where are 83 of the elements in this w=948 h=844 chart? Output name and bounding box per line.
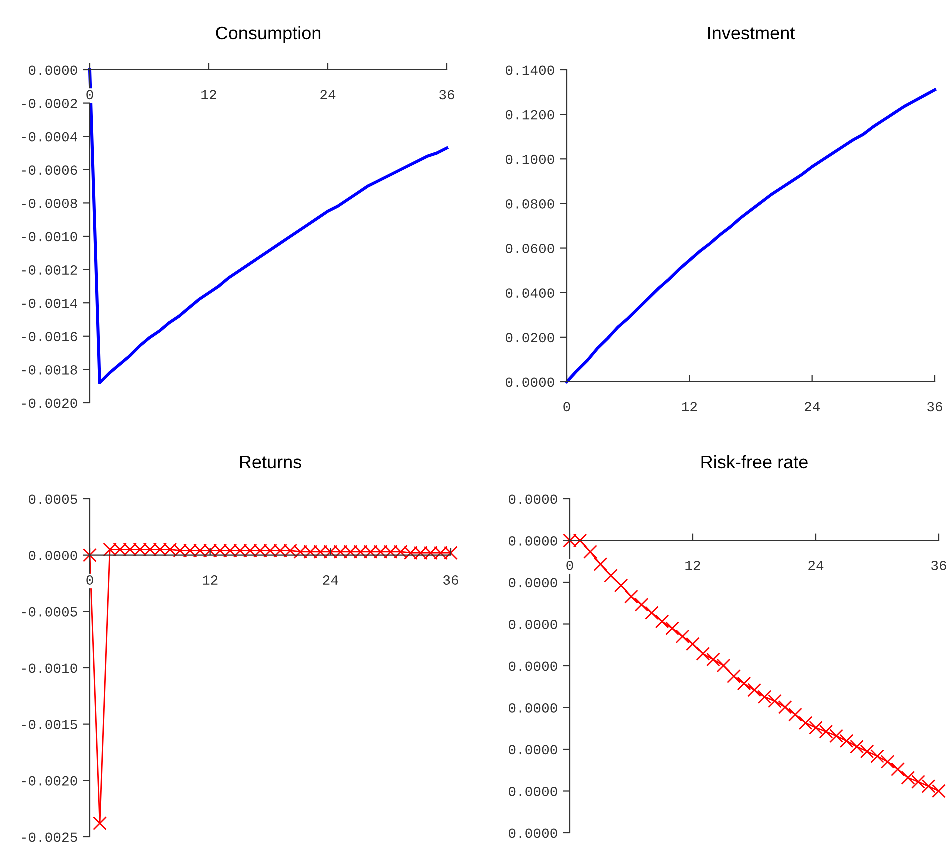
- chart-title: Risk-free rate: [702, 455, 808, 469]
- point: [93, 816, 107, 830]
- y-tick-label: -0.0025: [22, 832, 78, 842]
- x-tick-label: 0: [86, 576, 94, 585]
- y-tick-label: 0.0000: [29, 66, 78, 76]
- point: [676, 630, 690, 644]
- y-tick-label: 0.0005: [29, 494, 78, 504]
- point: [901, 771, 916, 785]
- y-tick-label: -0.0012: [22, 266, 78, 275]
- point: [819, 724, 834, 739]
- y-tick-label: -0.0010: [22, 664, 78, 674]
- y-tick-label: 0.0000: [506, 378, 554, 388]
- point: [686, 637, 700, 652]
- point: [737, 676, 752, 691]
- point: [922, 780, 936, 794]
- y-tick-label: -0.0014: [22, 298, 78, 308]
- x-tick-label: 24: [320, 90, 336, 100]
- chart-title: Returns: [240, 456, 302, 469]
- point: [696, 647, 710, 661]
- y-tick-label: 0.0400: [506, 288, 554, 298]
- point: [870, 749, 884, 764]
- y-tick-label: 0.1400: [506, 66, 554, 76]
- point: [932, 784, 946, 798]
- point: [850, 740, 864, 754]
- point: [748, 683, 762, 698]
- point: [809, 720, 823, 735]
- x-tick-label: 36: [440, 90, 454, 100]
- x-tick-label: 24: [804, 402, 820, 412]
- point: [860, 744, 874, 759]
- point: [716, 658, 731, 673]
- point: [666, 622, 680, 636]
- point: [768, 694, 782, 708]
- x-tick-label: 36: [932, 560, 946, 570]
- y-tick-label: -0.0006: [22, 166, 78, 176]
- point: [830, 729, 844, 744]
- x-tick-label: 12: [202, 90, 216, 100]
- chart-title: Investment: [708, 27, 796, 40]
- y-tick-label: 0.0000: [29, 551, 78, 561]
- y-tick-label: 0.1200: [506, 110, 554, 120]
- y-tick-label: -0.0004: [22, 132, 78, 142]
- x-tick-label: 12: [682, 402, 698, 412]
- point: [798, 716, 813, 730]
- y-tick-label: 0.1000: [506, 154, 554, 164]
- point: [83, 548, 97, 562]
- point: [778, 700, 792, 714]
- point: [604, 568, 618, 583]
- x-tick-label: 36: [928, 402, 942, 412]
- point: [912, 775, 926, 789]
- point: [880, 754, 895, 769]
- y-tick-label: -0.0002: [22, 99, 78, 108]
- point: [624, 590, 638, 604]
- point: [891, 762, 905, 776]
- y-tick-label: -0.0008: [22, 198, 78, 208]
- y-tick-label: -0.0018: [22, 365, 78, 375]
- y-tick-label: -0.0015: [22, 720, 78, 730]
- y-tick-label: -0.0016: [22, 332, 78, 342]
- point: [840, 734, 854, 748]
- point: [727, 670, 741, 684]
- y-tick-label: 0.0200: [506, 333, 554, 343]
- point: [758, 690, 772, 704]
- x-tick-label: 0: [566, 560, 574, 570]
- y-tick-label: -0.0010: [22, 232, 78, 242]
- y-tick-label: 0.0600: [506, 244, 554, 254]
- y-tick-label: -0.0020: [22, 776, 78, 786]
- y-tick-label: 0.0800: [506, 199, 554, 209]
- point: [788, 708, 802, 722]
- x-tick-label: 0: [564, 402, 570, 412]
- x-tick-label: 36: [444, 576, 458, 585]
- x-tick-label: 24: [808, 560, 824, 570]
- point: [634, 598, 649, 612]
- point: [594, 558, 608, 572]
- point: [645, 606, 659, 620]
- x-tick-label: 0: [86, 90, 94, 100]
- point: [706, 652, 720, 667]
- x-tick-label: 12: [203, 576, 218, 585]
- point: [655, 614, 670, 629]
- y-tick-label: -0.0005: [22, 607, 78, 617]
- y-tick-label: -0.0020: [22, 398, 78, 408]
- x-tick-label: 24: [323, 576, 338, 585]
- point: [614, 578, 628, 593]
- chart-title: Consumption: [216, 26, 321, 44]
- x-tick-label: 12: [686, 560, 700, 570]
- point: [584, 545, 598, 559]
